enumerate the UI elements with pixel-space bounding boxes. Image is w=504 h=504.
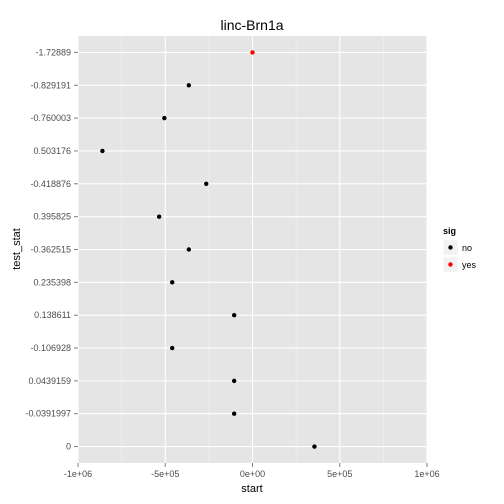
y-axis-title: test_stat bbox=[11, 228, 23, 270]
y-tick-label: -0.0391997 bbox=[25, 409, 71, 419]
y-tick-label: 0.395825 bbox=[33, 212, 71, 222]
data-point-no bbox=[156, 214, 162, 219]
data-point-no bbox=[312, 444, 317, 449]
x-tick-label: -5e+05 bbox=[151, 469, 179, 479]
data-point-no bbox=[170, 280, 175, 285]
legend-key-point-yes bbox=[448, 262, 453, 267]
data-point-no bbox=[162, 115, 167, 121]
y-tick-label: -0.760003 bbox=[30, 113, 71, 123]
y-tick-label: -0.829191 bbox=[30, 80, 71, 90]
data-point-no bbox=[186, 247, 192, 252]
y-tick-label: 0.0439159 bbox=[28, 376, 71, 386]
legend-title: sig bbox=[443, 226, 456, 236]
legend-label-yes: yes bbox=[462, 260, 477, 270]
x-tick-label: -1e+06 bbox=[64, 469, 92, 479]
legend: sig no yes bbox=[442, 226, 477, 273]
x-tick-label: 1e+06 bbox=[414, 469, 439, 479]
data-point-no bbox=[231, 411, 237, 416]
y-tick-label: -0.418876 bbox=[30, 179, 71, 189]
data-point-no bbox=[100, 148, 105, 154]
y-tick-label: -0.362515 bbox=[30, 245, 71, 255]
data-point-no bbox=[204, 181, 209, 187]
y-tick-label: 0.138611 bbox=[34, 310, 71, 320]
legend-label-no: no bbox=[462, 243, 472, 253]
data-point-no bbox=[231, 378, 237, 384]
grid-lines bbox=[77, 36, 428, 463]
data-point-no bbox=[186, 83, 192, 88]
x-tick-label: 0e+00 bbox=[240, 469, 265, 479]
data-point-no bbox=[170, 345, 175, 351]
axis-ticks: -1e+06 -5e+05 0e+00 5e+05 1e+06 0 -0.0391997 0.… bbox=[25, 47, 439, 479]
data-point-yes bbox=[250, 50, 255, 55]
y-tick-label: 0.503176 bbox=[33, 146, 71, 156]
x-tick-label: 5e+05 bbox=[327, 469, 352, 479]
y-tick-label: 0 bbox=[66, 442, 71, 452]
data-points bbox=[100, 50, 317, 449]
y-tick-label: -1.72889 bbox=[35, 47, 71, 57]
chart-title: linc-Brn1a bbox=[220, 17, 283, 33]
y-tick-label: 0.235398 bbox=[33, 277, 71, 287]
x-axis-title: start bbox=[241, 483, 262, 495]
data-point-no bbox=[231, 312, 237, 318]
y-tick-label: -0.106928 bbox=[30, 343, 71, 353]
legend-key-point-no bbox=[448, 245, 453, 250]
